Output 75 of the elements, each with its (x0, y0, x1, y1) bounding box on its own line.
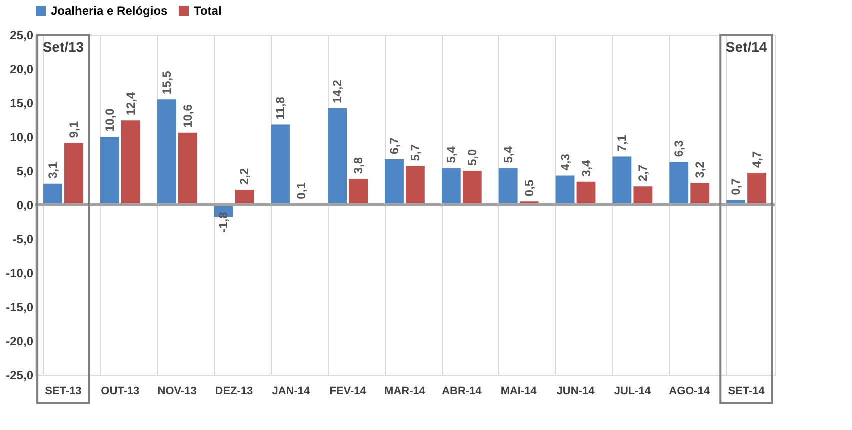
data-label: 3,8 (352, 157, 366, 174)
y-tick-label: 25,0 (10, 28, 34, 42)
data-label: 2,7 (636, 164, 650, 182)
data-label: 6,3 (672, 140, 686, 158)
x-tick-label: OUT-13 (101, 386, 140, 398)
x-tick-label: DEZ-13 (215, 386, 254, 398)
x-tick-label: JUN-14 (556, 386, 596, 398)
x-tick-label: JAN-14 (272, 386, 311, 398)
data-label: 4,3 (558, 154, 572, 171)
x-tick-label: MAI-14 (500, 386, 538, 398)
bar (385, 159, 404, 205)
data-label: 2,2 (238, 168, 252, 186)
data-label: 7,1 (615, 134, 630, 152)
bar (462, 171, 482, 205)
x-tick-label: SET-14 (728, 386, 766, 398)
annotation: Set/14 (726, 39, 768, 55)
bar (64, 143, 84, 205)
y-tick-label: 10,0 (10, 130, 34, 144)
bar (349, 179, 368, 205)
data-label: 14,2 (330, 80, 345, 104)
bar (612, 156, 632, 205)
y-tick-label: 0,0 (16, 198, 34, 212)
x-tick-label: FEV-14 (330, 386, 368, 398)
data-label: 6,7 (388, 137, 402, 154)
y-tick-label: -10,0 (6, 266, 34, 280)
x-tick-label: JUL-14 (614, 386, 652, 398)
data-label: 0,1 (294, 182, 309, 200)
data-label: 5,4 (444, 146, 458, 164)
y-tick-label: 15,0 (10, 96, 34, 110)
data-label: 11,8 (274, 96, 288, 120)
data-label: 12,4 (124, 92, 138, 116)
bar (328, 108, 348, 205)
bar (442, 168, 461, 205)
bar (670, 162, 689, 205)
data-label: -1,8 (216, 212, 231, 233)
data-label: 4,7 (750, 151, 764, 168)
legend-label: Total (194, 4, 222, 18)
bar (100, 137, 120, 205)
bar (178, 132, 198, 205)
x-tick-label: ABR-14 (442, 386, 483, 398)
data-label: 15,5 (160, 70, 174, 95)
y-tick-label: -5,0 (12, 232, 34, 246)
data-label: 0,7 (729, 178, 744, 196)
bar (690, 183, 710, 205)
data-label: 5,0 (465, 148, 480, 166)
x-tick-label: NOV-13 (158, 386, 197, 398)
bar (44, 184, 62, 205)
data-label: 9,1 (66, 121, 81, 138)
bar (121, 120, 140, 205)
bar (406, 166, 425, 205)
y-tick-label: 20,0 (10, 62, 34, 76)
x-tick-label: AGO-14 (669, 386, 711, 398)
data-label: 5,7 (408, 144, 422, 162)
data-label: 3,2 (693, 161, 708, 178)
bar (748, 173, 766, 205)
legend-label: Joalheria e Relógios (51, 4, 168, 18)
bar (498, 168, 518, 205)
bar (271, 124, 290, 205)
data-label: 3,4 (579, 160, 594, 177)
y-tick-label: 5,0 (16, 164, 34, 178)
x-tick-label: MAR-14 (384, 386, 426, 398)
data-label: 10,0 (102, 108, 117, 132)
bar (634, 186, 653, 205)
x-tick-label: SET-13 (45, 386, 82, 398)
annotation: Set/13 (42, 39, 84, 55)
data-label: 0,5 (522, 180, 536, 197)
bar (556, 176, 575, 205)
bar (157, 100, 176, 205)
bar (576, 182, 596, 205)
y-tick-label: -15,0 (6, 300, 34, 314)
data-label: 10,6 (180, 104, 195, 128)
data-label: 3,1 (46, 162, 60, 179)
data-label: 5,4 (501, 146, 516, 164)
y-tick-label: -20,0 (6, 334, 34, 348)
y-tick-label: -25,0 (6, 368, 34, 382)
